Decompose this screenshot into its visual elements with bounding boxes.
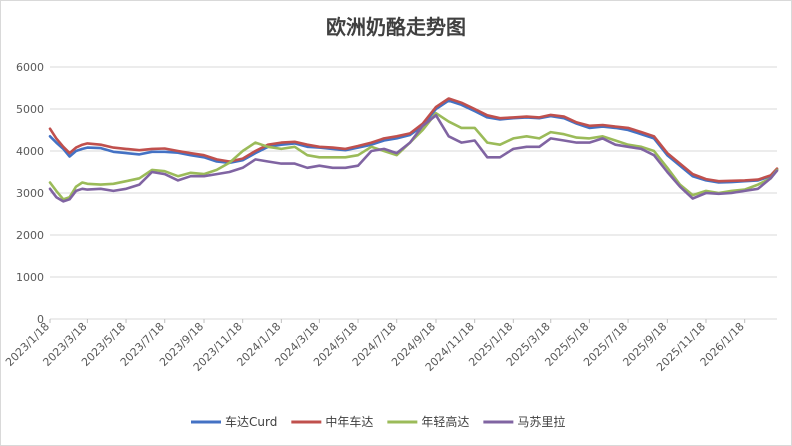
- chart-title: 欧洲奶酪走势图: [326, 15, 466, 39]
- y-tick-label: 0: [37, 313, 44, 326]
- series-line-3: [48, 111, 779, 201]
- y-tick-label: 5000: [16, 103, 44, 116]
- legend-label-1: 车达Curd: [225, 414, 277, 429]
- y-tick-label: 3000: [16, 187, 44, 200]
- y-tick-label: 2000: [16, 229, 44, 242]
- y-tick-label: 1000: [16, 271, 44, 284]
- y-tick-label: 6000: [16, 61, 44, 74]
- legend-label-3: 年轻高达: [421, 414, 469, 429]
- y-tick-label: 4000: [16, 145, 44, 158]
- series-line-4: [48, 114, 779, 203]
- legend-label-4: 马苏里拉: [517, 414, 565, 429]
- legend-label-2: 中年车达: [325, 414, 373, 429]
- series-line-1: [48, 99, 779, 184]
- series-line-2: [48, 97, 779, 183]
